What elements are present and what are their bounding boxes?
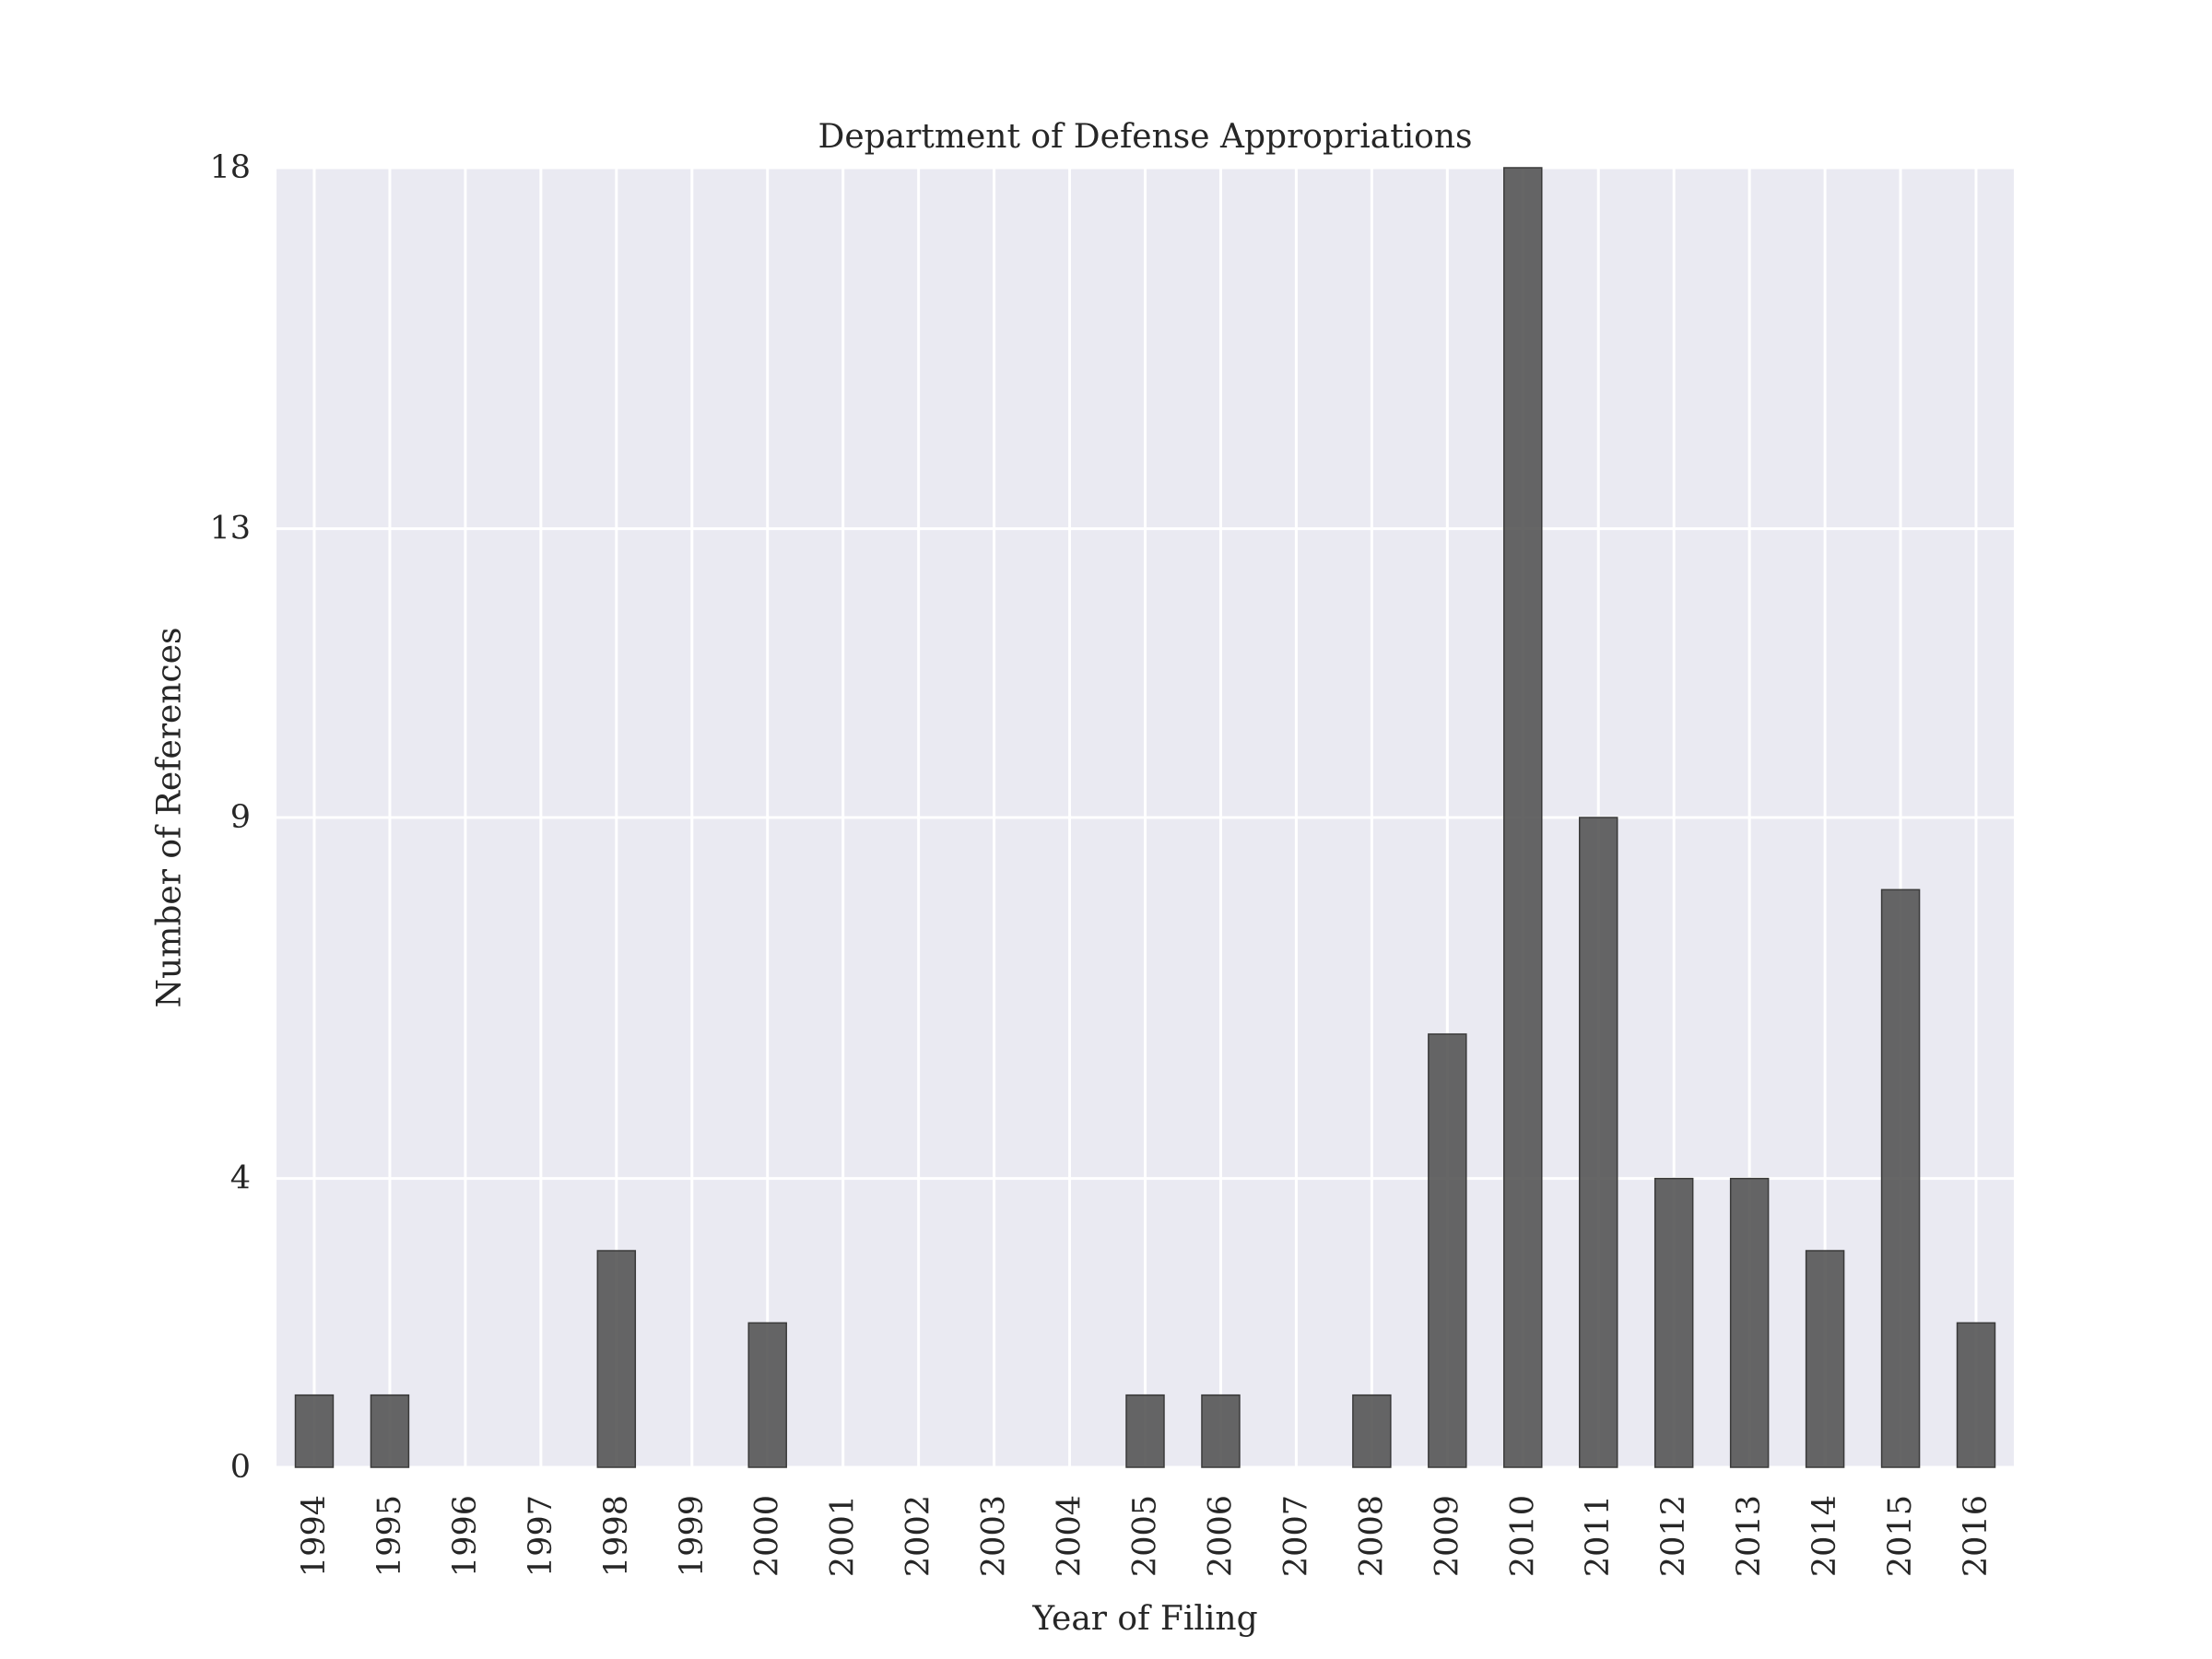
x-tick-label: 2002 [900,1495,937,1577]
y-axis-ticks: 0 4 9 13 18 [209,149,251,1486]
y-tick-label: 13 [209,511,251,547]
x-tick-label: 2009 [1429,1495,1465,1577]
y-tick-label: 4 [230,1160,251,1197]
bar-2000 [747,1322,787,1468]
bars [294,167,1996,1468]
x-tick-label: 2000 [749,1495,786,1577]
bar-2013 [1729,1177,1770,1468]
x-tick-label: 1999 [674,1495,711,1577]
x-tick-label: 1997 [523,1495,559,1577]
x-tick-label: 2013 [1731,1495,1768,1577]
x-tick-label: 2011 [1580,1495,1617,1577]
x-tick-label: 1995 [371,1495,408,1577]
x-tick-label: 2012 [1655,1495,1692,1577]
y-tick-label: 0 [230,1449,251,1486]
x-tick-label: 2014 [1806,1495,1843,1577]
x-axis-label: Year of Filing [1031,1600,1257,1638]
y-axis-label: Number of References [151,628,189,1008]
x-tick-label: 2003 [976,1495,1013,1577]
x-tick-label: 1998 [598,1495,635,1577]
x-axis-ticks: 1994 1995 1996 1997 1998 1999 2000 2001 2002 2003… [296,1495,1994,1577]
y-tick-label: 18 [209,149,251,186]
x-tick-label: 2006 [1202,1495,1239,1577]
bar-2012 [1653,1177,1694,1468]
bar-2006 [1201,1394,1241,1468]
bar-2005 [1125,1394,1165,1468]
bar-2015 [1880,888,1921,1468]
bar-2016 [1956,1322,1996,1468]
bar-1998 [596,1250,637,1468]
x-tick-label: 2004 [1052,1495,1088,1577]
x-tick-label: 1994 [296,1495,333,1577]
x-tick-label: 2001 [825,1495,862,1577]
x-tick-label: 1996 [447,1495,484,1577]
bar-1995 [370,1394,410,1468]
x-tick-label: 2005 [1127,1495,1164,1577]
y-tick-label: 9 [230,799,251,836]
bar-2009 [1428,1033,1467,1468]
x-tick-label: 2015 [1882,1495,1919,1577]
bar-2011 [1579,817,1618,1468]
x-tick-label: 2016 [1958,1495,1994,1577]
x-tick-label: 2010 [1504,1495,1541,1577]
bar-1994 [294,1394,335,1468]
bar-2008 [1352,1394,1392,1468]
bar-2010 [1503,167,1543,1468]
bar-2014 [1805,1250,1845,1468]
x-tick-label: 2007 [1277,1495,1314,1577]
chart-title: Department of Defense Appropriations [818,118,1472,156]
x-tick-label: 2008 [1353,1495,1390,1577]
